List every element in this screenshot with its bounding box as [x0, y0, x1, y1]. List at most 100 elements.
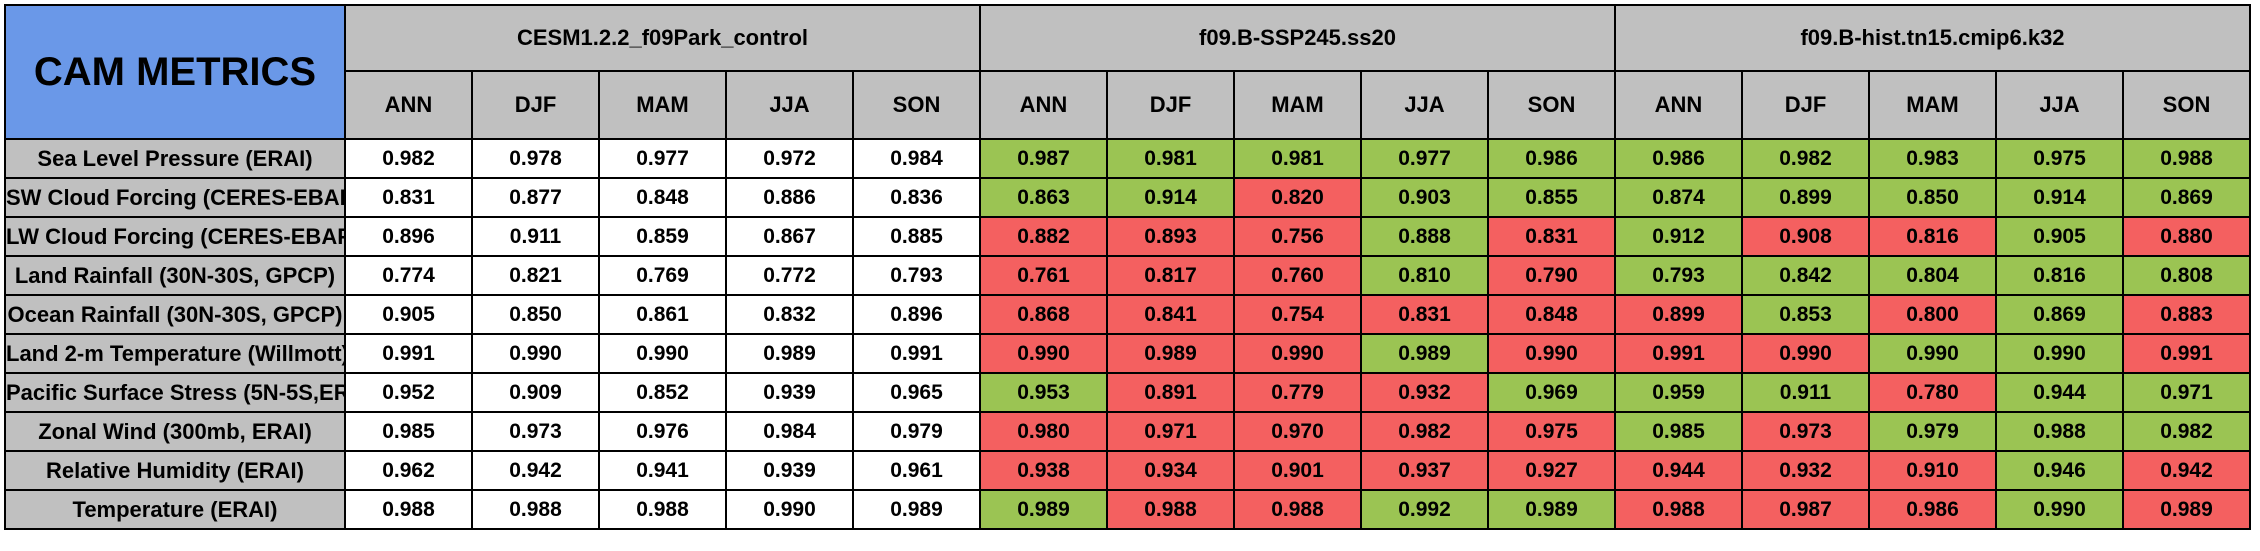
value-cell: 0.978: [471, 138, 600, 179]
season-header-ann: ANN: [1614, 70, 1743, 140]
value-cell: 0.852: [598, 372, 727, 413]
value-cell: 0.893: [1106, 216, 1235, 257]
season-header-jja: JJA: [1360, 70, 1489, 140]
value-cell: 0.976: [598, 411, 727, 452]
value-cell: 0.986: [1487, 138, 1616, 179]
value-cell: 0.961: [852, 450, 981, 491]
value-cell: 0.953: [979, 372, 1108, 413]
value-cell: 0.779: [1233, 372, 1362, 413]
value-cell: 0.944: [1614, 450, 1743, 491]
value-cell: 0.985: [344, 411, 473, 452]
value-cell: 0.831: [1360, 294, 1489, 335]
value-cell: 0.934: [1106, 450, 1235, 491]
value-cell: 0.874: [1614, 177, 1743, 218]
table-title: CAM METRICS: [4, 4, 346, 140]
value-cell: 0.850: [471, 294, 600, 335]
value-cell: 0.808: [2122, 255, 2251, 296]
value-cell: 0.989: [852, 489, 981, 530]
value-cell: 0.886: [725, 177, 854, 218]
row-label: Ocean Rainfall (30N-30S, GPCP): [4, 294, 346, 335]
value-cell: 0.853: [1741, 294, 1870, 335]
value-cell: 0.990: [725, 489, 854, 530]
value-cell: 0.982: [1360, 411, 1489, 452]
value-cell: 0.990: [1487, 333, 1616, 374]
value-cell: 0.973: [471, 411, 600, 452]
cam-metrics-table: CAM METRICS CESM1.2.2_f09Park_control f0…: [4, 4, 2251, 530]
table-row: Land 2-m Temperature (Willmott) 0.991 0.99…: [4, 333, 2251, 374]
value-cell: 0.952: [344, 372, 473, 413]
value-cell: 0.991: [852, 333, 981, 374]
group-header-control: CESM1.2.2_f09Park_control: [344, 4, 981, 72]
value-cell: 0.896: [852, 294, 981, 335]
value-cell: 0.869: [1995, 294, 2124, 335]
value-cell: 0.988: [1614, 489, 1743, 530]
value-cell: 0.816: [1868, 216, 1997, 257]
table-row: Sea Level Pressure (ERAI) 0.982 0.978 0.977…: [4, 138, 2251, 179]
value-cell: 0.831: [1487, 216, 1616, 257]
group-header-row: CAM METRICS CESM1.2.2_f09Park_control f0…: [4, 4, 2251, 140]
row-label: Temperature (ERAI): [4, 489, 346, 530]
row-label-text: Zonal Wind (300mb, ERAI): [38, 418, 312, 444]
value-cell: 0.908: [1741, 216, 1870, 257]
value-cell: 0.769: [598, 255, 727, 296]
row-label-text: Ocean Rainfall (30N-30S, GPCP): [7, 301, 343, 327]
value-cell: 0.861: [598, 294, 727, 335]
value-cell: 0.988: [344, 489, 473, 530]
value-cell: 0.891: [1106, 372, 1235, 413]
value-cell: 0.942: [2122, 450, 2251, 491]
value-cell: 0.899: [1741, 177, 1870, 218]
season-header-djf: DJF: [1741, 70, 1870, 140]
table-row: Zonal Wind (300mb, ERAI) 0.985 0.973 0.976 0…: [4, 411, 2251, 452]
value-cell: 0.972: [725, 138, 854, 179]
group-header-ssp245: f09.B-SSP245.ss20: [979, 4, 1616, 72]
value-cell: 0.973: [1741, 411, 1870, 452]
value-cell: 0.842: [1741, 255, 1870, 296]
value-cell: 0.991: [344, 333, 473, 374]
season-header-son: SON: [2122, 70, 2251, 140]
value-cell: 0.820: [1233, 177, 1362, 218]
value-cell: 0.969: [1487, 372, 1616, 413]
season-header-ann: ANN: [979, 70, 1108, 140]
value-cell: 0.832: [725, 294, 854, 335]
table-body: Sea Level Pressure (ERAI) 0.982 0.978 0.977…: [4, 138, 2251, 530]
value-cell: 0.831: [344, 177, 473, 218]
value-cell: 0.772: [725, 255, 854, 296]
value-cell: 0.810: [1360, 255, 1489, 296]
value-cell: 0.988: [598, 489, 727, 530]
row-label: Land Rainfall (30N-30S, GPCP): [4, 255, 346, 296]
value-cell: 0.946: [1995, 450, 2124, 491]
value-cell: 0.991: [1614, 333, 1743, 374]
value-cell: 0.912: [1614, 216, 1743, 257]
value-cell: 0.932: [1741, 450, 1870, 491]
value-cell: 0.793: [852, 255, 981, 296]
value-cell: 0.800: [1868, 294, 1997, 335]
value-cell: 0.882: [979, 216, 1108, 257]
table-row: LW Cloud Forcing (CERES-EBAF) 0.896 0.911 0…: [4, 216, 2251, 257]
value-cell: 0.986: [1868, 489, 1997, 530]
value-cell: 0.985: [1614, 411, 1743, 452]
value-cell: 0.989: [725, 333, 854, 374]
value-cell: 0.932: [1360, 372, 1489, 413]
value-cell: 0.848: [598, 177, 727, 218]
value-cell: 0.927: [1487, 450, 1616, 491]
season-header-son: SON: [852, 70, 981, 140]
row-label: LW Cloud Forcing (CERES-EBAF): [4, 216, 346, 257]
value-cell: 0.941: [598, 450, 727, 491]
row-label: SW Cloud Forcing (CERES-EBAF): [4, 177, 346, 218]
value-cell: 0.982: [2122, 411, 2251, 452]
value-cell: 0.988: [1106, 489, 1235, 530]
value-cell: 0.981: [1106, 138, 1235, 179]
value-cell: 0.989: [1487, 489, 1616, 530]
value-cell: 0.885: [852, 216, 981, 257]
value-cell: 0.965: [852, 372, 981, 413]
season-header-djf: DJF: [1106, 70, 1235, 140]
table-row: SW Cloud Forcing (CERES-EBAF) 0.831 0.877 0…: [4, 177, 2251, 218]
season-header-mam: MAM: [1233, 70, 1362, 140]
value-cell: 0.989: [2122, 489, 2251, 530]
value-cell: 0.971: [2122, 372, 2251, 413]
value-cell: 0.901: [1233, 450, 1362, 491]
value-cell: 0.877: [471, 177, 600, 218]
value-cell: 0.962: [344, 450, 473, 491]
row-label: Pacific Surface Stress (5N-5S,ERS): [4, 372, 346, 413]
value-cell: 0.911: [471, 216, 600, 257]
